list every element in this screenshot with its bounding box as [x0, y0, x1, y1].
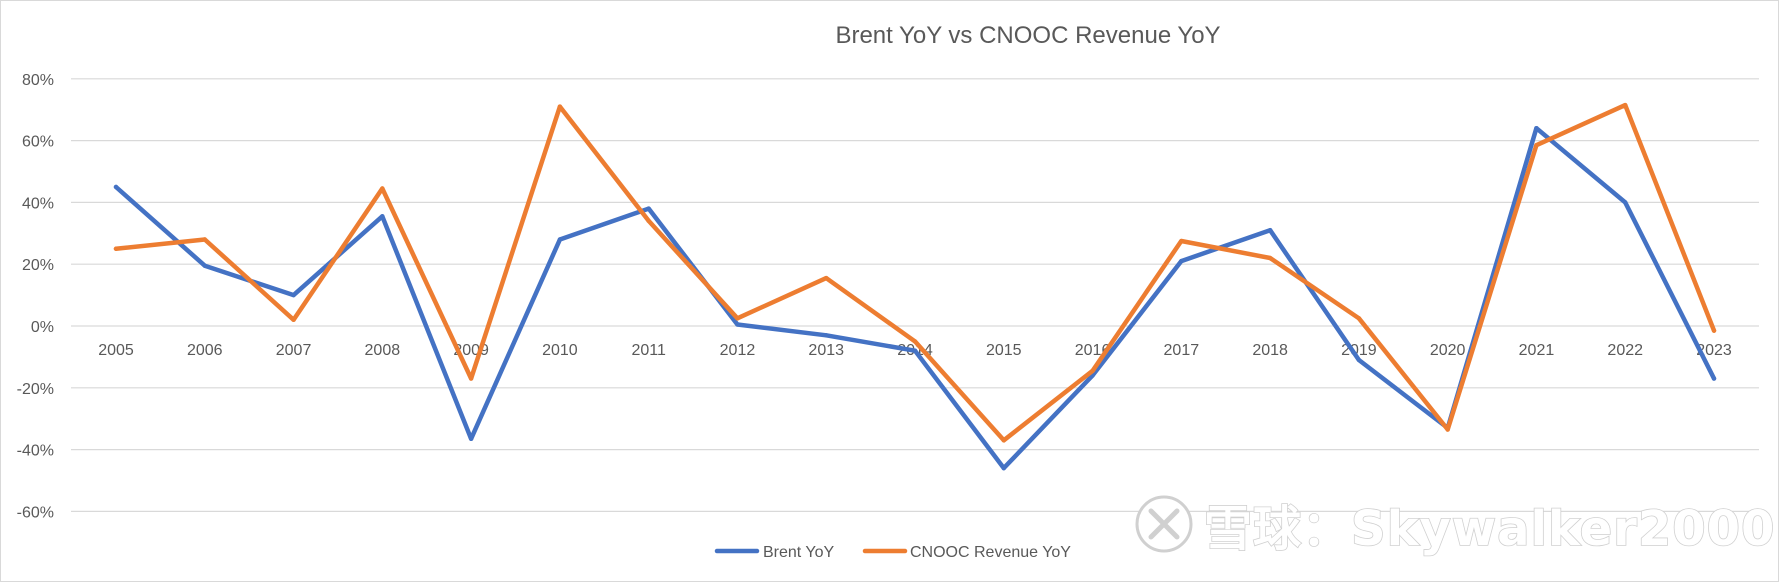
x-tick-label: 2008	[365, 342, 401, 359]
data-point	[1623, 102, 1628, 108]
data-point	[380, 214, 385, 219]
x-tick-label: 2022	[1607, 342, 1643, 359]
data-point	[735, 316, 740, 321]
data-point	[646, 218, 651, 224]
xueqiu-logo-icon	[1135, 495, 1193, 553]
data-point	[1711, 328, 1717, 333]
data-point	[468, 376, 474, 381]
data-point	[1711, 376, 1717, 381]
data-point	[202, 237, 207, 242]
data-point	[1179, 238, 1184, 244]
data-point	[557, 237, 563, 242]
x-tick-label: 2013	[808, 342, 844, 359]
x-tick-label: 2015	[986, 342, 1022, 359]
data-point	[1001, 465, 1006, 471]
y-tick-label: 60%	[22, 134, 54, 151]
series-line-cnooc-revenue-yoy	[113, 102, 1717, 443]
watermark-text: 雪球：Skywalker2000	[1204, 501, 1775, 557]
data-point	[113, 184, 119, 190]
data-point	[824, 333, 829, 338]
data-point	[291, 317, 296, 323]
series-line-brent-yoy	[113, 125, 1717, 471]
data-point	[646, 206, 651, 211]
legend-label: CNOOC Revenue YoY	[910, 544, 1071, 561]
data-point	[1179, 258, 1184, 264]
series-lines	[113, 102, 1717, 471]
legend-label: Brent YoY	[763, 544, 835, 561]
data-point	[1267, 228, 1273, 233]
x-tick-label: 2005	[98, 342, 134, 359]
y-tick-label: 40%	[22, 195, 54, 212]
data-point	[1356, 316, 1362, 321]
y-axis-labels: 80% 60% 40% 20% 0% -20% -40% -60%	[17, 72, 54, 522]
data-point	[557, 104, 563, 109]
y-tick-label: 0%	[31, 319, 54, 336]
x-tick-label: 2011	[631, 342, 666, 359]
data-point	[912, 348, 918, 353]
legend: Brent YoY CNOOC Revenue YoY	[714, 544, 1071, 561]
data-point	[1356, 357, 1362, 363]
chart-title: Brent YoY vs CNOOC Revenue YoY	[835, 22, 1220, 49]
gridlines	[71, 78, 1759, 512]
x-tick-label: 2017	[1164, 342, 1200, 359]
y-tick-label: 20%	[22, 257, 54, 274]
data-point	[1267, 255, 1273, 261]
x-tick-label: 2018	[1252, 342, 1288, 359]
data-point	[1623, 200, 1628, 205]
x-tick-label: 2012	[720, 342, 756, 359]
y-tick-label: 80%	[22, 72, 54, 89]
data-point	[291, 292, 296, 298]
data-point	[1534, 126, 1539, 131]
data-point	[468, 436, 474, 441]
y-tick-label: -40%	[17, 443, 54, 460]
data-point	[824, 275, 829, 281]
data-point	[202, 263, 207, 268]
x-tick-label: 2006	[187, 342, 223, 359]
data-point	[912, 339, 918, 344]
data-point	[1534, 143, 1539, 148]
data-point	[1090, 368, 1095, 374]
x-tick-label: 2010	[542, 342, 578, 359]
y-tick-label: -20%	[17, 381, 54, 398]
y-tick-label: -60%	[17, 504, 54, 521]
data-point	[113, 246, 119, 251]
data-point	[1445, 427, 1450, 432]
x-tick-label: 2023	[1696, 342, 1732, 359]
data-point	[380, 186, 385, 191]
watermark: 雪球：Skywalker2000	[1135, 495, 1775, 558]
data-point	[1001, 438, 1006, 443]
x-tick-label: 2021	[1519, 342, 1555, 359]
x-tick-label: 2007	[276, 342, 312, 359]
x-tick-label: 2020	[1430, 342, 1466, 359]
data-point	[735, 322, 740, 327]
